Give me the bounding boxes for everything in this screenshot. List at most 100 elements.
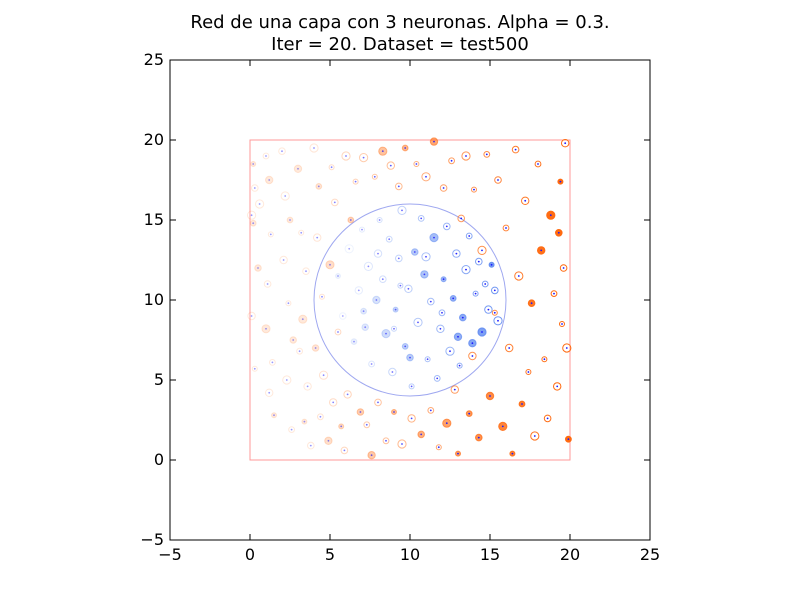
data-point-marker [407,414,416,423]
x-tick-label: 20 [560,545,580,564]
data-point-center [287,302,290,305]
data-point-center [258,203,261,205]
data-point-center [377,252,379,255]
data-point-marker [335,273,341,279]
data-point [413,317,423,327]
data-point-marker [298,314,308,324]
data-point [325,260,335,270]
data-point [502,224,510,232]
data-point-marker [493,316,503,326]
data-point-center [393,411,395,413]
data-point [550,290,558,298]
data-point [324,436,333,445]
data-point [429,233,439,243]
data-point [278,147,286,155]
data-point [392,306,399,313]
data-point-center [298,350,301,353]
data-point-center [436,377,439,380]
data-point-center [381,278,384,281]
data-point [347,216,355,224]
data-point-marker [475,257,483,266]
data-point [249,219,257,227]
data-point-marker [525,369,532,375]
data-point [374,398,382,407]
data-point [411,248,419,256]
data-point-center [364,326,367,329]
data-point-marker [373,249,383,258]
data-point-center [564,142,567,145]
data-point-marker [261,324,271,334]
data-point-center [340,425,343,428]
data-point-center [301,318,304,321]
data-point-center [266,283,269,285]
data-point-marker [267,231,274,238]
data-point-center [273,414,275,417]
data-point [457,214,466,223]
data-point-center [332,401,335,404]
data-point-marker [461,151,471,161]
data-point [440,276,447,283]
data-point-marker [368,360,376,368]
data-point-center [501,425,504,428]
data-point-marker [472,290,479,297]
data-point-center [252,222,255,225]
data-point-center [337,331,339,333]
data-point [397,439,407,449]
data-point-marker [404,284,413,293]
data-point-marker [263,280,272,288]
data-point [459,313,467,322]
data-point [263,280,272,288]
data-point-center [517,275,520,277]
data-point-marker [249,219,257,227]
data-point-marker [359,153,369,163]
data-point-center [269,233,272,236]
data-point-center [314,347,317,349]
data-point-center [423,273,426,276]
data-point-marker [443,222,451,231]
data-point-center [300,231,303,234]
data-point-marker [456,362,463,369]
data-point-marker [491,309,498,316]
data-point-marker [271,412,277,419]
data-point [465,232,473,240]
data-point [468,339,477,348]
data-point-center [321,295,323,298]
data-point-marker [386,161,395,170]
data-point-center [497,179,499,181]
data-point [417,215,425,222]
data-point [481,280,489,288]
data-point [359,226,365,233]
data-point-center [252,163,255,165]
data-point [483,151,491,158]
data-point [407,414,416,423]
data-point-marker [251,365,258,372]
data-point-marker [382,437,390,445]
data-point-center [377,401,379,404]
data-point-center [329,263,331,266]
data-point [559,264,568,272]
data-point-marker [315,183,323,190]
data-point [505,343,514,353]
data-point-marker [361,323,370,332]
data-point-marker [438,309,446,317]
data-point [338,423,345,430]
data-point [475,433,483,442]
data-point-center [407,287,410,290]
data-point [334,328,342,336]
data-point [368,360,376,368]
data-point-marker [269,359,276,366]
data-point-marker [329,398,338,407]
data-point-center [508,347,511,349]
data-point [395,254,403,263]
data-point [354,286,363,295]
data-point-center [425,175,427,178]
data-point [401,343,409,350]
data-point-marker [319,293,325,300]
data-point-marker [293,164,303,174]
data-point-marker [397,282,404,289]
data-point-marker [561,139,570,148]
data-point [298,314,308,324]
data-point-marker [311,344,320,352]
data-point-center [561,323,563,325]
data-point-center [388,238,391,241]
